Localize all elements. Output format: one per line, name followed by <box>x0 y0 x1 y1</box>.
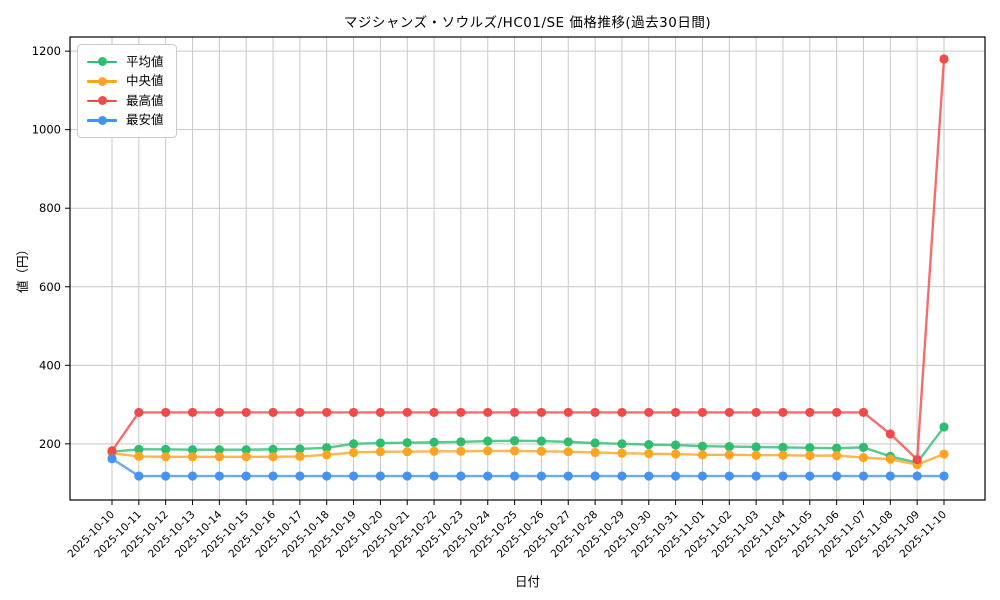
average-line-marker-icon <box>87 57 117 67</box>
chart-legend: 平均値 中央値 最高値 最安値 <box>77 44 177 138</box>
x-axis-label: 日付 <box>514 574 540 589</box>
max-line-marker-icon <box>87 96 117 106</box>
svg-text:400: 400 <box>39 358 61 372</box>
legend-label-min: 最安値 <box>126 112 164 127</box>
svg-text:200: 200 <box>39 437 61 451</box>
svg-text:800: 800 <box>39 201 61 215</box>
svg-text:600: 600 <box>39 280 61 294</box>
legend-item-max: 最高値 <box>87 91 164 111</box>
legend-label-max: 最高値 <box>126 92 164 108</box>
y-axis-label: 値（円） <box>15 243 30 294</box>
svg-text:1000: 1000 <box>32 123 61 137</box>
legend-item-min: 最安値 <box>87 111 164 131</box>
legend-item-average: 平均値 <box>87 52 164 72</box>
legend-label-median: 中央値 <box>126 73 164 88</box>
min-line-marker-icon <box>87 115 117 125</box>
legend-item-median: 中央値 <box>87 72 164 92</box>
svg-text:1200: 1200 <box>32 44 61 58</box>
chart-title: マジシャンズ・ソウルズ/HC01/SE 価格推移(過去30日間) <box>343 15 712 31</box>
median-line-marker-icon <box>87 76 117 86</box>
legend-label-average: 平均値 <box>126 53 164 69</box>
